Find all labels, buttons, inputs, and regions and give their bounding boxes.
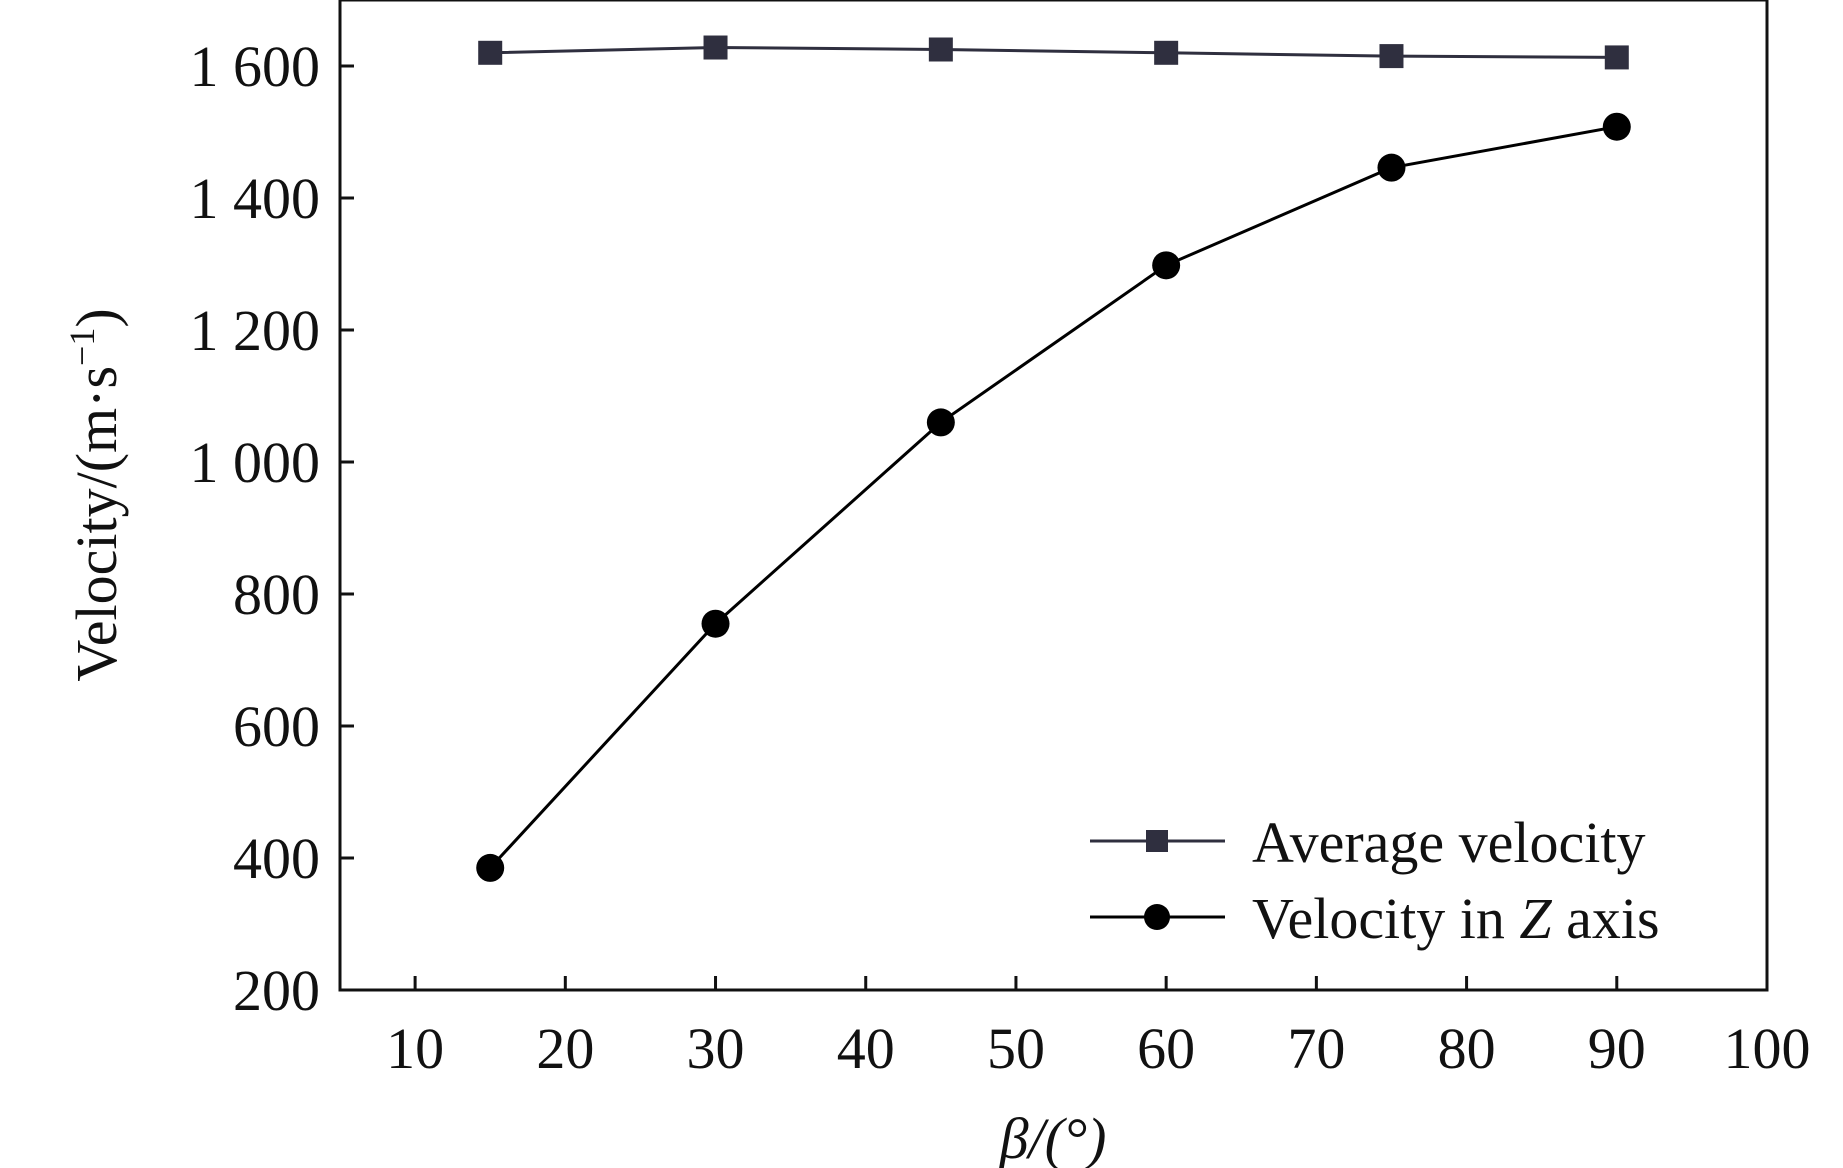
x-axis-title-text: β/(°) xyxy=(999,1106,1107,1168)
y-tick-label-1400: 1 400 xyxy=(190,166,321,231)
y-axis-title: Velocity/(m·s−1) xyxy=(62,308,129,681)
legend-label-average-velocity: Average velocity xyxy=(1252,810,1645,875)
series-1-point-15 xyxy=(476,853,505,882)
y-tick-label-400: 400 xyxy=(233,826,320,891)
series-1-point-60 xyxy=(1152,251,1181,280)
y-tick-label-600: 600 xyxy=(233,694,320,759)
series-1-point-75 xyxy=(1377,153,1406,182)
legend-label-velocity-z-suffix: axis xyxy=(1552,886,1660,951)
series-markers xyxy=(476,35,1631,882)
series-line-1 xyxy=(489,125,1618,869)
legend: Average velocity Velocity in Z axis xyxy=(1090,810,1660,951)
series-0-point-75 xyxy=(1379,44,1404,69)
series-0-point-30 xyxy=(703,35,728,60)
series-0-point-15 xyxy=(478,40,503,65)
y-axis-title-superscript: −1 xyxy=(62,328,102,366)
legend-marker-square xyxy=(1146,830,1168,852)
series-1-point-45 xyxy=(926,408,955,437)
y-tick-label-200: 200 xyxy=(233,958,320,1023)
y-tick-label-1000: 1 000 xyxy=(190,430,321,495)
series-lines xyxy=(489,45,1618,869)
x-tick-label-90: 90 xyxy=(1588,1016,1646,1081)
x-tick-label-60: 60 xyxy=(1137,1016,1195,1081)
y-axis: 200 400 600 800 1 000 1 200 1 400 1 600 xyxy=(190,34,354,1023)
y-axis-title-close: ) xyxy=(64,308,129,327)
x-tick-label-10: 10 xyxy=(386,1016,444,1081)
series-line-0 xyxy=(490,45,1617,59)
legend-label-velocity-z-prefix: Velocity in xyxy=(1252,886,1519,951)
y-axis-title-main: Velocity/(m·s xyxy=(64,366,129,682)
x-tick-label-20: 20 xyxy=(536,1016,594,1081)
x-tick-label-40: 40 xyxy=(837,1016,895,1081)
legend-marker-circle xyxy=(1144,904,1170,930)
series-1-point-30 xyxy=(701,609,730,638)
y-tick-label-800: 800 xyxy=(233,562,320,627)
plot-frame xyxy=(338,0,1769,992)
legend-label-velocity-z: Velocity in Z axis xyxy=(1252,886,1660,951)
y-tick-label-1600: 1 600 xyxy=(190,34,321,99)
series-0-point-45 xyxy=(928,37,953,62)
series-0-point-90 xyxy=(1604,45,1629,70)
x-tick-label-80: 80 xyxy=(1438,1016,1496,1081)
legend-label-velocity-z-italic: Z xyxy=(1519,886,1552,951)
x-tick-label-100: 100 xyxy=(1724,1016,1811,1081)
series-1-point-90 xyxy=(1602,112,1631,141)
series-0-point-60 xyxy=(1154,40,1179,65)
x-tick-label-70: 70 xyxy=(1287,1016,1345,1081)
x-axis-title: β/(°) xyxy=(999,1106,1107,1168)
x-tick-label-30: 30 xyxy=(687,1016,745,1081)
x-axis: 10 20 30 40 50 60 70 80 90 100 xyxy=(386,976,1811,1081)
y-tick-label-1200: 1 200 xyxy=(190,298,321,363)
x-tick-label-50: 50 xyxy=(987,1016,1045,1081)
